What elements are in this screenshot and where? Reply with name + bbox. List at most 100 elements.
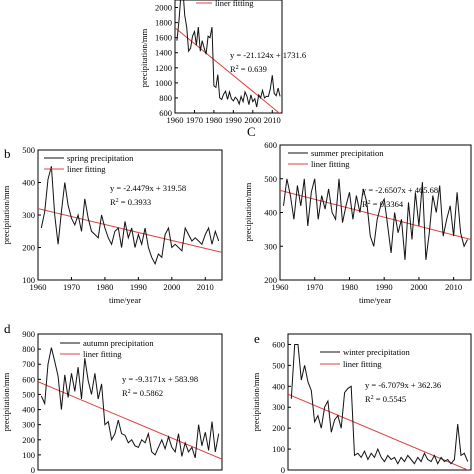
y-tick-label: 500	[264, 174, 277, 184]
y-axis-label: precipitation/mm	[1, 372, 11, 431]
y-tick-label: 0	[281, 465, 285, 474]
r-squared: R2 = 0.5862	[122, 388, 163, 398]
y-tick-label: 100	[22, 275, 35, 285]
y-axis-label: precipitation/mm	[251, 372, 261, 431]
panel-label: b	[4, 146, 11, 161]
legend: autumn precipitation liner fitting	[60, 338, 154, 359]
legend-fit-label: liner fitting	[311, 159, 350, 169]
plot-area	[37, 333, 223, 471]
y-tick-label: 400	[264, 208, 277, 218]
x-tick-label: 1980	[341, 282, 358, 292]
y-tick-label: 100	[22, 450, 35, 460]
regression-equation: y = -9.3171x + 583.98	[122, 374, 198, 384]
series-lines	[38, 166, 222, 266]
plot-area	[279, 144, 472, 281]
y-tick-label: 700	[22, 359, 35, 369]
legend-series-label: autumn precipitation	[83, 338, 154, 348]
panel-spring: b 100 200 300 400 500 1960 1970 1980 1990 2000 201…	[1, 145, 223, 305]
panel-label: d	[4, 321, 11, 336]
y-tick-label: 400	[22, 178, 35, 188]
x-tick-label: 2000	[410, 282, 427, 292]
y-tick-label: 300	[22, 420, 35, 430]
series-line	[290, 344, 469, 465]
x-tick-label: 2010	[264, 115, 281, 125]
x-tick-label: 1960	[30, 282, 47, 292]
y-tick-label: 200	[272, 423, 285, 433]
y-tick-label: 400	[22, 405, 35, 415]
y-tick-label: 1200	[155, 63, 172, 73]
regression-equation: y = -21.124x + 1731.6	[230, 50, 306, 60]
series-line	[40, 166, 220, 266]
axis-ticks: 200 300 400 500 600 1960 1970 1980 1990 2000 2010	[264, 140, 462, 292]
plot-area	[174, 0, 283, 114]
series-line	[283, 178, 468, 260]
y-axis-label: precipitation/mm	[139, 28, 149, 87]
series-lines	[280, 178, 471, 260]
legend-fit-label: liner fitting	[215, 0, 254, 8]
panel-winter: e 0 100 200 300 400 500 600 winter precipitati…	[251, 331, 472, 474]
y-tick-label: 600	[272, 339, 285, 349]
x-tick-label: 1970	[186, 115, 203, 125]
y-tick-label: 1800	[155, 18, 172, 28]
regression-equation: y = -2.6507x + 465.68	[362, 185, 438, 195]
y-tick-label: 300	[22, 210, 35, 220]
y-axis-label: precipitation/mm	[243, 182, 253, 241]
legend: summer precipitation liner fitting	[288, 148, 384, 169]
series-line	[176, 0, 281, 108]
y-axis-label: precipitation/mm	[1, 185, 11, 244]
x-tick-label: 1960	[167, 115, 184, 125]
y-tick-label: 800	[22, 344, 35, 354]
y-tick-label: 2000	[155, 3, 172, 13]
legend-series-label: spring precipitation	[67, 153, 134, 163]
series-lines	[175, 0, 281, 113]
legend-series-label: winter precipitation	[343, 347, 411, 357]
r-squared: R2 = 0.3364	[362, 199, 404, 209]
legend: winter precipitation liner fitting	[320, 347, 411, 369]
plot-area	[287, 333, 472, 471]
legend-fit-label: liner fitting	[83, 349, 122, 359]
fit-line	[38, 208, 222, 253]
x-axis-label: time/year	[359, 295, 391, 305]
x-tick-label: 1980	[205, 115, 222, 125]
legend-series-label: summer precipitation	[311, 148, 384, 158]
panel-autumn: d 0 100 200 300 400 500 600 700 800 900 autumn pr…	[1, 321, 223, 474]
legend: spring precipitation liner fitting	[44, 153, 134, 174]
y-tick-label: 0	[31, 465, 35, 474]
x-tick-label: 1990	[376, 282, 393, 292]
y-tick-label: 900	[22, 329, 35, 339]
series-lines	[288, 344, 470, 470]
x-tick-label: 2000	[244, 115, 261, 125]
y-tick-label: 500	[272, 360, 285, 370]
y-tick-label: 100	[272, 444, 285, 454]
legend-fit-label: liner fitting	[67, 164, 106, 174]
panel-summer: C 200 300 400 500 600 1960 1970 1980 1990 2000 201…	[243, 124, 472, 305]
r-squared: R2 = 0.639	[230, 64, 267, 74]
y-tick-label: 1000	[155, 78, 172, 88]
x-tick-label: 1970	[63, 282, 80, 292]
y-tick-label: 500	[22, 145, 35, 155]
legend: liner fitting	[196, 0, 254, 8]
y-tick-label: 500	[22, 389, 35, 399]
y-tick-label: 200	[22, 435, 35, 445]
axis-ticks: 100 200 300 400 500 1960 1970 1980 1990 2000 2010	[22, 145, 214, 292]
panel-label: e	[254, 331, 260, 346]
y-tick-label: 300	[272, 402, 285, 412]
y-tick-label: 200	[22, 243, 35, 253]
x-tick-label: 2010	[197, 282, 214, 292]
r-squared: R2 = 0.3933	[110, 197, 151, 207]
r-squared: R2 = 0.5545	[365, 394, 406, 404]
y-tick-label: 1600	[155, 33, 172, 43]
y-tick-label: 300	[264, 241, 277, 251]
x-tick-label: 1970	[306, 282, 323, 292]
axis-ticks: 0 100 200 300 400 500 600 700 800 900	[22, 329, 41, 474]
legend-fit-label: liner fitting	[343, 359, 382, 369]
fit-line	[280, 189, 471, 241]
fit-line	[175, 27, 281, 113]
y-tick-label: 600	[22, 374, 35, 384]
series-line	[40, 347, 220, 459]
regression-equation: y = -2.4479x + 319.58	[110, 183, 186, 193]
x-tick-label: 1990	[225, 115, 242, 125]
